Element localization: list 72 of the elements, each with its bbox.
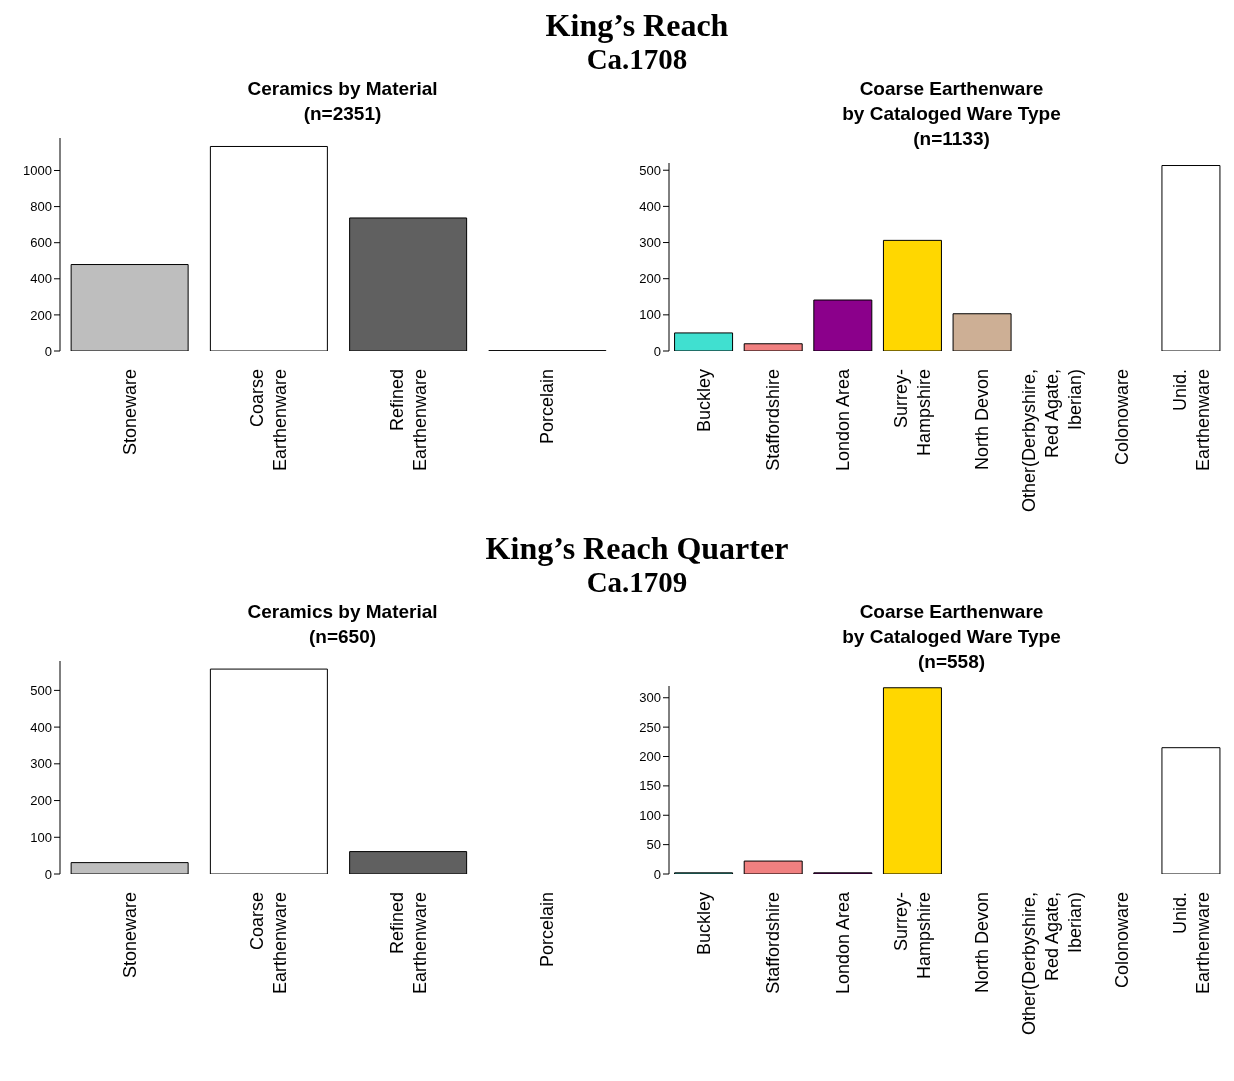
x-tick-label: Surrey- Hampshire [891, 369, 935, 457]
bar [209, 668, 328, 874]
x-tick-label: London Area [833, 891, 854, 995]
x-tick-label: Stoneware [119, 369, 140, 456]
x-tick-label: Buckley [693, 892, 714, 956]
bar [1161, 747, 1221, 874]
bar [813, 299, 873, 351]
y-tick-label: 100 [639, 307, 661, 323]
y-tick-label: 150 [639, 778, 661, 794]
y-tick-label: 0 [44, 343, 52, 359]
y-tick-label: 100 [639, 807, 661, 823]
x-tick-label: Other(Derbyshire, Red Agate, Iberian) [1018, 892, 1085, 1036]
chart-title: Coarse Earthenware by Cataloged Ware Type (n=558) [841, 600, 1062, 674]
x-tick-label: Porcelain [537, 892, 558, 968]
y-tick-label: 200 [639, 749, 661, 765]
y-tick-label: 500 [639, 162, 661, 178]
bar [674, 332, 734, 351]
bar [349, 851, 468, 874]
chart-title: Ceramics by Material (n=2351) [246, 77, 439, 126]
x-tick-label: Colonoware [1111, 369, 1132, 466]
y-tick-label: 0 [653, 343, 661, 359]
x-tick-label: Buckley [693, 369, 714, 433]
y-tick-label: 400 [30, 271, 52, 287]
bar [882, 687, 942, 874]
y-tick-label: 0 [653, 866, 661, 882]
chart-title: Coarse Earthenware by Cataloged Ware Type (n=1133) [841, 77, 1062, 151]
x-tick-label: Colonoware [1111, 892, 1132, 989]
y-tick-label: 1000 [23, 163, 52, 179]
y-tick-label: 0 [44, 866, 52, 882]
y-tick-label: 400 [639, 199, 661, 214]
bar [349, 217, 468, 351]
bar [743, 343, 803, 351]
y-tick-label: 250 [639, 719, 661, 735]
bar [882, 239, 942, 351]
bar [743, 860, 803, 874]
text: King’s Reach Quarter [484, 530, 790, 566]
x-tick-label: London Area [833, 368, 854, 472]
bar [70, 264, 189, 351]
x-tick-label: North Devon [972, 892, 993, 994]
y-tick-label: 600 [30, 235, 52, 251]
x-tick-label: Refined Earthenware [386, 892, 430, 995]
x-tick-label: Staffordshire [763, 892, 784, 994]
y-tick-label: 100 [30, 829, 52, 845]
x-tick-label: Coarse Earthenware [247, 892, 291, 995]
x-tick-label: Porcelain [537, 369, 558, 445]
x-tick-label: Unid. Earthenware [1169, 892, 1213, 995]
x-tick-label: Coarse Earthenware [247, 369, 291, 472]
y-tick-label: 300 [639, 235, 661, 251]
y-tick-label: 300 [639, 690, 661, 706]
y-tick-label: 500 [30, 682, 52, 698]
y-tick-label: 200 [30, 307, 52, 323]
y-tick-label: 800 [30, 199, 52, 215]
y-tick-label: 300 [30, 756, 52, 772]
y-tick-label: 50 [646, 837, 661, 853]
x-tick-label: Staffordshire [763, 369, 784, 471]
bar [1161, 165, 1221, 351]
x-tick-label: North Devon [972, 369, 993, 471]
text: King’s Reach [544, 7, 730, 43]
bar [209, 145, 328, 351]
text: Ca.1708 [585, 43, 689, 76]
text: Ca.1709 [585, 565, 689, 599]
bar [70, 862, 189, 874]
y-tick-label: 400 [30, 719, 52, 735]
x-tick-label: Refined Earthenware [386, 369, 430, 472]
y-tick-label: 200 [30, 793, 52, 809]
x-tick-label: Surrey- Hampshire [891, 892, 935, 980]
x-tick-label: Unid. Earthenware [1169, 369, 1213, 472]
y-tick-label: 200 [639, 271, 661, 287]
bar [952, 313, 1012, 351]
chart-title: Ceramics by Material (n=650) [246, 600, 439, 649]
x-tick-label: Other(Derbyshire, Red Agate, Iberian) [1018, 369, 1085, 513]
x-tick-label: Stoneware [119, 892, 140, 979]
